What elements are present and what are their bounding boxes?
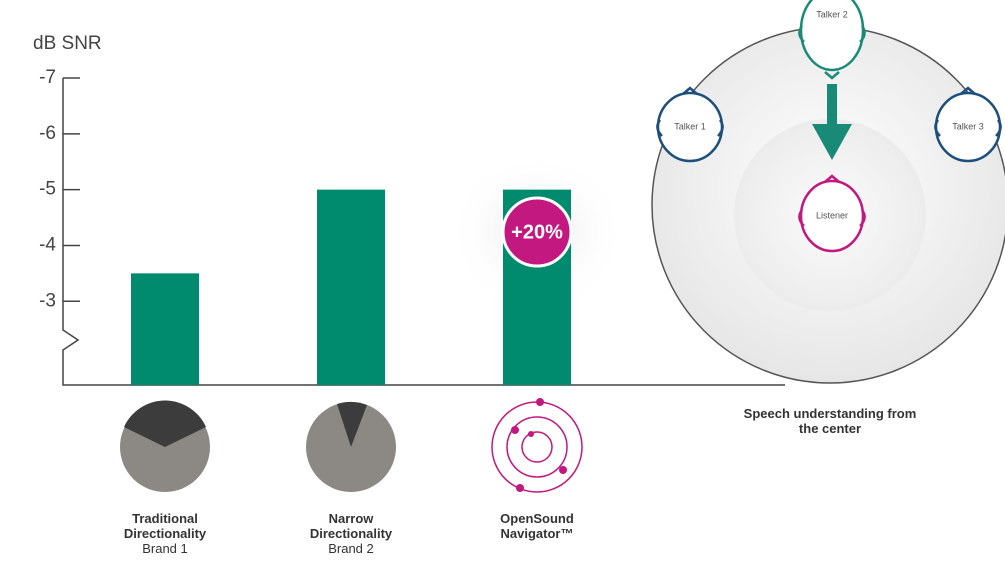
brand: Brand 1 bbox=[142, 541, 188, 556]
talker-3-head bbox=[934, 86, 1002, 163]
category-name: Narrow Directionality bbox=[309, 511, 393, 541]
y-tick-label: -7 bbox=[39, 67, 56, 88]
annotation-badge bbox=[501, 196, 573, 268]
talker-label: Talker 2 bbox=[816, 9, 848, 19]
arrow bbox=[812, 84, 852, 160]
category-label: Narrow Directionality Brand 2 bbox=[286, 511, 416, 556]
annotation: +20% bbox=[511, 221, 563, 243]
directionality-wedge bbox=[124, 400, 206, 447]
navigator-dots bbox=[511, 398, 567, 492]
navigator-icon bbox=[491, 401, 583, 493]
talker-label: Talker 1 bbox=[674, 121, 706, 131]
talker-label: Talker 3 bbox=[952, 121, 984, 131]
bar bbox=[317, 189, 385, 385]
talker-1-head bbox=[656, 86, 724, 163]
y-tick-label: -3 bbox=[39, 290, 56, 311]
category-label: OpenSound Navigator™ bbox=[482, 511, 592, 541]
directionality-wedge bbox=[337, 401, 367, 447]
brand: Brand 2 bbox=[328, 541, 374, 556]
diagram-caption: Speech understanding from the center bbox=[743, 406, 917, 436]
diagram: Talker 1 Talker 2 Talker 3 Listener bbox=[651, 0, 1005, 384]
y-axis-title: dB SNR bbox=[33, 33, 102, 54]
y-tick-label: -6 bbox=[39, 123, 56, 144]
talker-2-head bbox=[798, 0, 866, 80]
listener-label: Listener bbox=[816, 210, 848, 220]
listener-head bbox=[798, 174, 866, 253]
bar bbox=[131, 273, 199, 385]
category-label: Traditional Directionality Brand 1 bbox=[100, 511, 230, 556]
y-tick-label: -4 bbox=[39, 234, 56, 255]
category-name: OpenSound Navigator™ bbox=[500, 511, 574, 541]
category-name: Traditional Directionality bbox=[123, 511, 207, 541]
y-tick-label: -5 bbox=[39, 179, 56, 200]
